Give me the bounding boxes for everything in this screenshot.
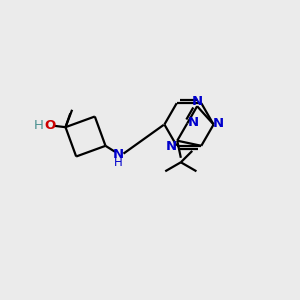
Text: N: N xyxy=(113,148,124,161)
Text: N: N xyxy=(213,116,224,130)
Text: N: N xyxy=(166,140,177,153)
Text: N: N xyxy=(192,94,203,108)
Text: H: H xyxy=(114,156,123,169)
Text: H: H xyxy=(34,118,44,132)
Text: O: O xyxy=(44,118,56,132)
Text: N: N xyxy=(188,116,199,129)
